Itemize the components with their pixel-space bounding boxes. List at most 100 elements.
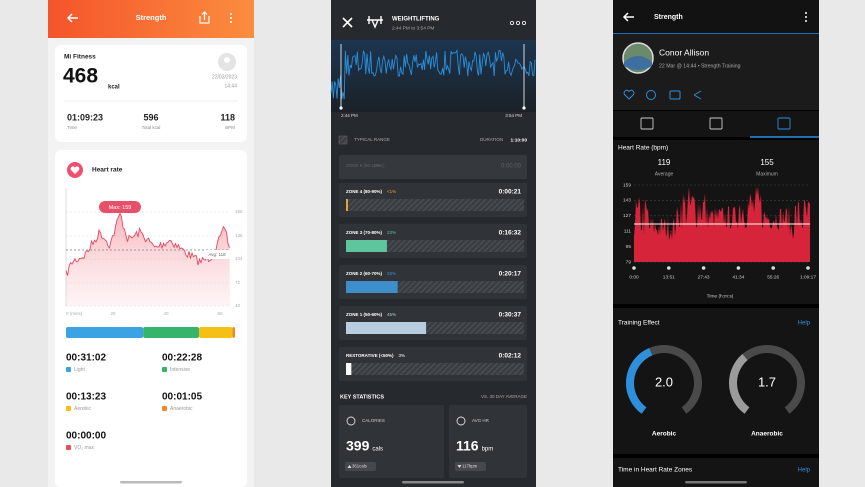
avatar-head xyxy=(224,57,230,63)
share-button[interactable] xyxy=(693,90,702,100)
max-pill xyxy=(99,201,141,213)
avg-pill xyxy=(204,250,230,259)
tab-icon[interactable] xyxy=(709,117,723,130)
menu-dot xyxy=(805,20,807,22)
like-button[interactable] xyxy=(623,89,635,100)
profile-name: Conor Allison xyxy=(659,47,709,57)
stat-label: CALORIES xyxy=(362,418,385,423)
menu-dot xyxy=(230,21,232,23)
stat-card xyxy=(339,405,444,478)
section-title: KEY STATISTICS xyxy=(340,394,384,400)
zone-name: ZONE 3 (70-80%) xyxy=(346,230,383,235)
stat-label: Total kcal xyxy=(142,125,161,130)
x-tick-label: 0 (mins) xyxy=(66,311,83,316)
back-button[interactable] xyxy=(622,12,634,22)
zone-fill xyxy=(346,281,398,293)
stat-value: 399 xyxy=(346,438,370,454)
range-label: TYPICAL RANGE xyxy=(354,137,390,142)
section-title: Heart Rate (bpm) xyxy=(618,145,668,152)
menu-dot xyxy=(230,13,232,15)
x-tick-dot xyxy=(806,266,810,270)
x-tick-label: 20 xyxy=(110,311,116,316)
x-tick-dot xyxy=(632,266,636,270)
stat-unit: bpm xyxy=(482,447,494,453)
zone-name: RESTORATIVE (<50%) xyxy=(346,353,394,358)
range-icon xyxy=(338,135,348,145)
trend-arrow xyxy=(457,465,462,468)
duration: 1:10:00 xyxy=(510,137,527,143)
stat-average: 361cals xyxy=(352,464,367,469)
time: 14:44 xyxy=(224,83,237,89)
comment-button[interactable] xyxy=(646,90,656,100)
y-tick-label: 79 xyxy=(626,259,632,265)
summary-card xyxy=(55,45,247,142)
home-indicator xyxy=(402,481,464,484)
zone-name: Aerobic xyxy=(74,406,91,412)
help-link[interactable]: Help xyxy=(798,321,811,327)
menu-dot xyxy=(516,20,521,25)
zone-name: Light xyxy=(74,367,85,373)
average-pill xyxy=(455,462,486,471)
range-handle xyxy=(522,106,526,110)
menu-dot xyxy=(230,17,232,19)
zone-track xyxy=(346,240,524,252)
chart-start: 2:44 PM xyxy=(341,113,358,118)
stat-value: 01:09:23 xyxy=(67,112,103,122)
average-pill xyxy=(345,462,376,471)
zone-time: 0:02:12 xyxy=(499,353,522,360)
zone-time: 00:01:05 xyxy=(162,392,202,403)
x-tick-label: 55:26 xyxy=(767,274,779,280)
zone-time: 00:00:00 xyxy=(66,431,106,442)
trend-arrow xyxy=(347,465,352,468)
calorie-unit: kcal xyxy=(108,85,120,91)
zone-time: 0:00:00 xyxy=(501,164,522,170)
close-button[interactable] xyxy=(342,17,353,28)
avatar-scene xyxy=(624,56,652,70)
tab-icon[interactable] xyxy=(640,117,654,130)
x-tick-dot xyxy=(667,266,671,270)
zone-bar-segment xyxy=(66,327,144,338)
menu-dot xyxy=(805,16,807,18)
chart-end: 3:54 PM xyxy=(505,113,522,118)
avg-label: Avg: 118 xyxy=(208,252,226,257)
home-indicator xyxy=(685,481,747,484)
share-button[interactable] xyxy=(199,11,210,24)
y-tick-label: 111 xyxy=(624,228,632,234)
calories: 468 xyxy=(63,65,98,88)
x-tick-label: 27:43 xyxy=(698,274,710,280)
x-tick-label: 1:09:17 xyxy=(800,274,816,280)
zone-dot xyxy=(66,367,71,372)
hr-maximum: 155 xyxy=(760,158,774,167)
y-tick-label: 168 xyxy=(235,209,243,214)
help-link[interactable]: Help xyxy=(798,468,811,474)
hr-area xyxy=(66,213,230,306)
stat-card xyxy=(449,405,527,478)
section-title: Time in Heart Rate Zones xyxy=(618,467,693,474)
photo-button[interactable] xyxy=(669,90,681,100)
zone-time: 0:00:21 xyxy=(499,189,522,196)
zone-name: ZONE 2 (60-70%) xyxy=(346,271,383,276)
zone-name: ZONE 5 (90-100%) xyxy=(346,163,385,168)
tab-bar xyxy=(613,111,819,137)
range-handle xyxy=(339,106,343,110)
stat-icon xyxy=(346,416,356,426)
zone-time: 0:16:32 xyxy=(499,230,522,237)
zone-percent: 45% xyxy=(387,312,396,317)
section-title: Training Effect xyxy=(618,320,660,327)
zone-track xyxy=(346,199,524,211)
zone-fill xyxy=(346,240,387,252)
menu-dot xyxy=(805,12,807,14)
back-button[interactable] xyxy=(66,13,78,23)
heart-rate-card xyxy=(55,150,247,487)
tab-icon-active[interactable] xyxy=(777,117,791,130)
header-title: Strength xyxy=(136,13,167,22)
x-tick-dot xyxy=(771,266,775,270)
zone-percent: 3% xyxy=(398,353,405,358)
zone-time: 00:13:23 xyxy=(66,392,106,403)
stat-label: AVG HR xyxy=(472,418,490,423)
y-tick-label: 104 xyxy=(235,256,243,261)
header-title: Strength xyxy=(654,14,683,21)
zone-bar-segment xyxy=(143,327,200,338)
y-tick-label: 136 xyxy=(235,233,243,238)
profile-details: 22 Mar @ 14:44 • Strength Training xyxy=(659,63,741,69)
